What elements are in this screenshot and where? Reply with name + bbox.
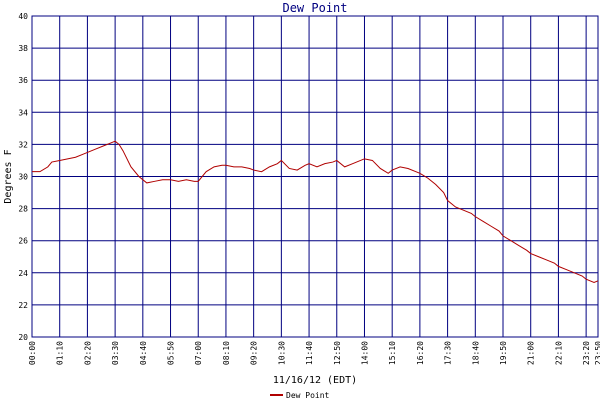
x-tick-label: 21:00 — [527, 341, 536, 365]
x-tick-label: 19:50 — [499, 341, 508, 365]
y-tick-label: 24 — [18, 269, 28, 278]
x-tick-label: 01:10 — [56, 341, 65, 365]
x-tick-label: 08:10 — [222, 341, 231, 365]
x-tick-label: 11:40 — [305, 341, 314, 365]
y-tick-label: 38 — [18, 44, 28, 53]
x-tick-label: 07:00 — [194, 341, 203, 365]
x-tick-label: 00:00 — [28, 341, 37, 365]
y-tick-label: 40 — [18, 12, 28, 21]
x-tick-label: 16:20 — [416, 341, 425, 365]
y-tick-label: 32 — [18, 140, 28, 149]
x-tick-label: 18:40 — [471, 341, 480, 365]
x-tick-label: 09:20 — [250, 341, 259, 365]
x-tick-label: 12:50 — [333, 341, 342, 365]
x-tick-label: 23:50 — [594, 341, 600, 365]
y-tick-label: 20 — [18, 333, 28, 342]
legend-label: Dew Point — [286, 391, 330, 400]
y-tick-label: 34 — [18, 108, 28, 117]
x-axis-label: 11/16/12 (EDT) — [273, 375, 357, 386]
grid — [31, 15, 599, 338]
dew-point-series-line — [32, 140, 599, 283]
y-tick-label: 30 — [18, 173, 28, 182]
x-tick-label: 17:30 — [444, 341, 453, 365]
x-axis-ticks: 00:00 01:10 02:20 03:30 04:40 05:50 07:00 08:10… — [28, 341, 600, 365]
y-tick-label: 22 — [18, 301, 28, 310]
y-tick-label: 36 — [18, 76, 28, 85]
legend: Dew Point — [270, 391, 330, 400]
series-layer — [32, 140, 599, 283]
x-tick-label: 10:30 — [277, 341, 286, 365]
y-axis-label: Degrees F — [3, 149, 14, 203]
x-tick-label: 14:00 — [360, 341, 369, 365]
x-tick-label: 04:40 — [139, 341, 148, 365]
x-tick-label: 15:10 — [388, 341, 397, 365]
plot-border — [31, 15, 599, 338]
x-tick-label: 03:30 — [111, 341, 120, 365]
x-tick-label: 23:20 — [582, 341, 591, 365]
y-axis-ticks: 20 22 24 26 28 30 32 34 36 38 40 — [18, 12, 28, 342]
chart-title: Dew Point — [282, 1, 347, 15]
y-tick-label: 26 — [18, 237, 28, 246]
x-tick-label: 22:10 — [554, 341, 563, 365]
x-tick-label: 05:50 — [167, 341, 176, 365]
x-tick-label: 02:20 — [83, 341, 92, 365]
y-tick-label: 28 — [18, 205, 28, 214]
